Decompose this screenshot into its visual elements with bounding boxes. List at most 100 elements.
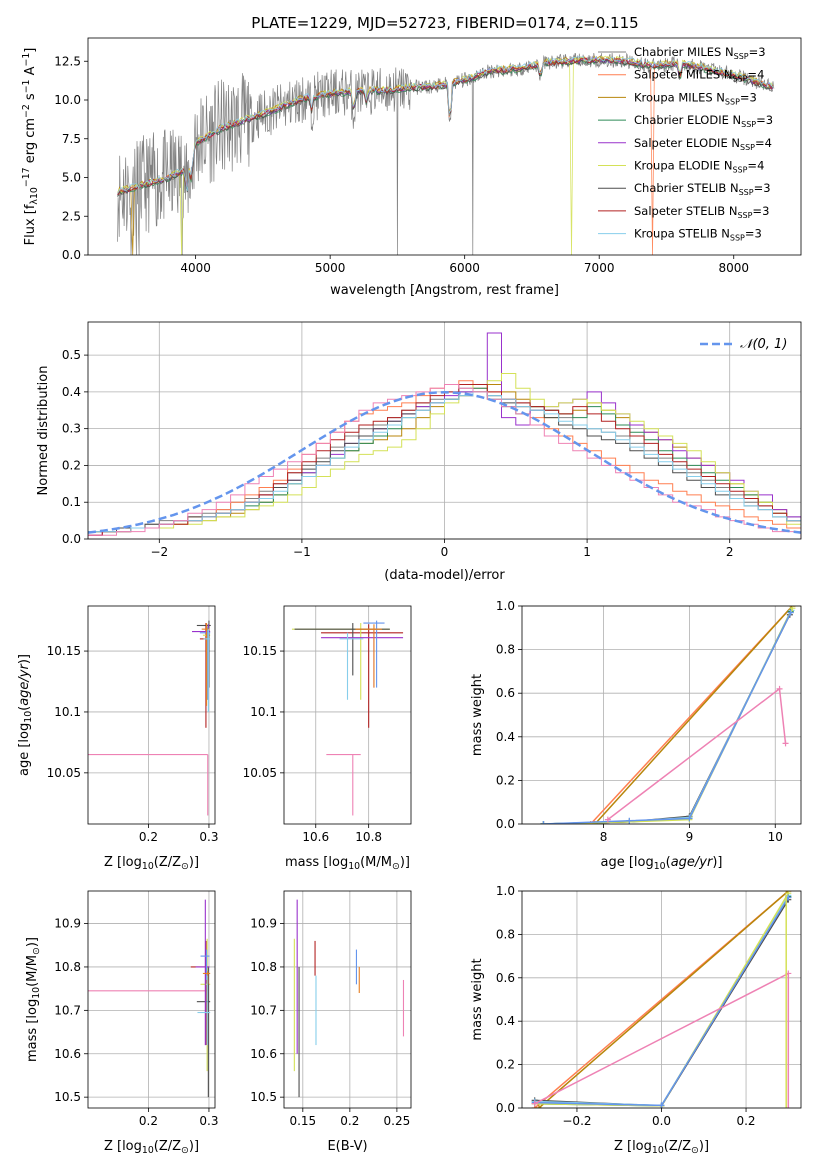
- x-tick-label: 6000: [449, 261, 480, 275]
- y-tick-label: 10.0: [54, 93, 81, 107]
- label-part: −1: [21, 53, 32, 67]
- label-part: A: [23, 66, 38, 79]
- y-tick-label: 10.5: [54, 1090, 81, 1104]
- legend-count: 4: [765, 136, 772, 150]
- x-tick-label: 0.2: [139, 1114, 158, 1128]
- x-tick-label: −0.2: [562, 1114, 591, 1128]
- y-tick-label: 0.4: [62, 385, 81, 399]
- y-tick-label: 0.1: [62, 495, 81, 509]
- legend-name: Chabrier STELIB: [634, 181, 726, 195]
- legend-name: Chabrier MILES: [634, 45, 721, 59]
- age-vs-mass-panel: 10.6 10.8 10.05 10.1 10.15 mass [log10(M/M⊙)]: [243, 605, 412, 872]
- mass-vs-metallicity-panel: 0.2 0.310.510.610.710.810.9Z [log10(Z/Z⊙)…: [25, 890, 218, 1156]
- mass-weight-series-1: [538, 891, 789, 1108]
- mass-weight-marker: [531, 1100, 538, 1107]
- x-tick-label: 2: [726, 545, 734, 559]
- legend-ssp: SSP: [740, 143, 755, 152]
- y-tick-label: 7.5: [62, 132, 81, 146]
- label-part: −1: [21, 79, 32, 93]
- error-bar-point: [197, 975, 211, 1046]
- legend-n: N: [718, 227, 730, 241]
- legend-entry: Chabrier ELODIE NSSP=3: [634, 113, 773, 129]
- y-tick-label: 0.6: [496, 971, 515, 985]
- x-tick-label: 0.15: [289, 1114, 316, 1128]
- y-tick-label: 10.9: [54, 917, 81, 931]
- legend-entry: Kroupa MILES NSSP=3: [634, 90, 757, 106]
- y-axis-label: Flux [fλ10−17 erg cm−2 s−1 A−1]: [21, 48, 40, 246]
- legend-name: Kroupa MILES: [634, 90, 713, 104]
- legend-entry: Chabrier MILES NSSP=3: [634, 45, 766, 61]
- y-tick-label: 10.05: [47, 766, 81, 780]
- error-bar-point: [88, 754, 209, 816]
- error-bar-point: [200, 949, 210, 980]
- error-bar-point: [202, 971, 211, 985]
- x-tick-label: −1: [293, 545, 311, 559]
- label-part: age [log: [600, 855, 653, 870]
- plot-area: [88, 899, 211, 1098]
- legend-name: Salpeter MILES: [634, 68, 720, 82]
- error-bar-point: [196, 966, 211, 1098]
- legend-eq: =: [755, 136, 765, 150]
- label-part: 10: [142, 861, 154, 872]
- error-bar-point: [355, 624, 382, 688]
- label-part: )]: [189, 1139, 199, 1154]
- x-tick-label: 5000: [315, 261, 346, 275]
- x-axis-label: Z [log10(Z/Z⊙)]: [104, 855, 199, 872]
- legend-name: Salpeter ELODIE: [634, 136, 728, 150]
- y-tick-label: 0.8: [496, 927, 515, 941]
- x-tick-label: 0.3: [199, 830, 218, 844]
- y-tick-label: 10.9: [250, 917, 277, 931]
- label-part: ⊙: [181, 861, 189, 872]
- x-tick-label: 7000: [584, 261, 615, 275]
- x-axis-label: mass [log10(M/M⊙)]: [285, 855, 410, 872]
- x-tick-label: 0.2: [139, 830, 158, 844]
- figure-title: PLATE=1229, MJD=52723, FIBERID=0174, z=0…: [251, 14, 638, 32]
- x-tick-label: −2: [150, 545, 168, 559]
- x-tick-label: 0.2: [340, 1114, 359, 1128]
- mass-weight-marker: [658, 1102, 665, 1108]
- normal-distribution-curve: [88, 391, 801, 534]
- legend-entry: Salpeter STELIB NSSP=3: [634, 204, 769, 220]
- legend-ssp: SSP: [725, 97, 740, 106]
- legend-entry: Kroupa ELODIE NSSP=4: [634, 159, 764, 175]
- legend-eq: =: [752, 204, 762, 218]
- legend-eq: =: [745, 227, 755, 241]
- axes-frame: [521, 605, 802, 825]
- error-bar-point: [203, 629, 211, 712]
- legend-n: N: [726, 181, 738, 195]
- y-tick-label: 10.8: [54, 960, 81, 974]
- label-part: )]: [25, 937, 40, 947]
- y-tick-label: 10.7: [54, 1003, 81, 1017]
- legend-count: 3: [763, 181, 770, 195]
- label-part: )]: [699, 1139, 709, 1154]
- x-tick-label: 10.6: [302, 830, 329, 844]
- x-tick-label: 0: [441, 545, 449, 559]
- legend-count: 3: [766, 113, 773, 127]
- label-part: )]: [17, 654, 32, 664]
- legend-n: N: [720, 159, 732, 173]
- y-tick-label: 2.5: [62, 209, 81, 223]
- plot-area: [88, 332, 801, 539]
- label-part: age/yr: [17, 662, 32, 705]
- y-tick-label: 0.4: [496, 730, 515, 744]
- x-tick-label: 8: [600, 830, 608, 844]
- legend-ssp: SSP: [737, 211, 752, 220]
- label-part: (M/M: [360, 855, 392, 870]
- legend-entry: Salpeter ELODIE NSSP=4: [634, 136, 772, 152]
- label-part: Z [log: [104, 1139, 142, 1154]
- mass-weight-series-7: [543, 612, 792, 824]
- error-bar-point: [363, 620, 385, 688]
- plot-area: [531, 891, 792, 1108]
- y-tick-label: 10.15: [243, 644, 277, 658]
- y-tick-label: 10.1: [250, 705, 277, 719]
- histogram-series-8: [88, 391, 801, 539]
- y-tick-label: 10.5: [250, 1090, 277, 1104]
- y-axis-label: mass [log10(M/M⊙)]: [25, 937, 42, 1062]
- y-tick-label: 1.0: [496, 884, 515, 898]
- label-part: −2: [21, 104, 32, 118]
- x-axis-label: E(B-V): [327, 1139, 367, 1154]
- axes-frame: [87, 605, 216, 825]
- x-tick-label: 0.0: [652, 1114, 671, 1128]
